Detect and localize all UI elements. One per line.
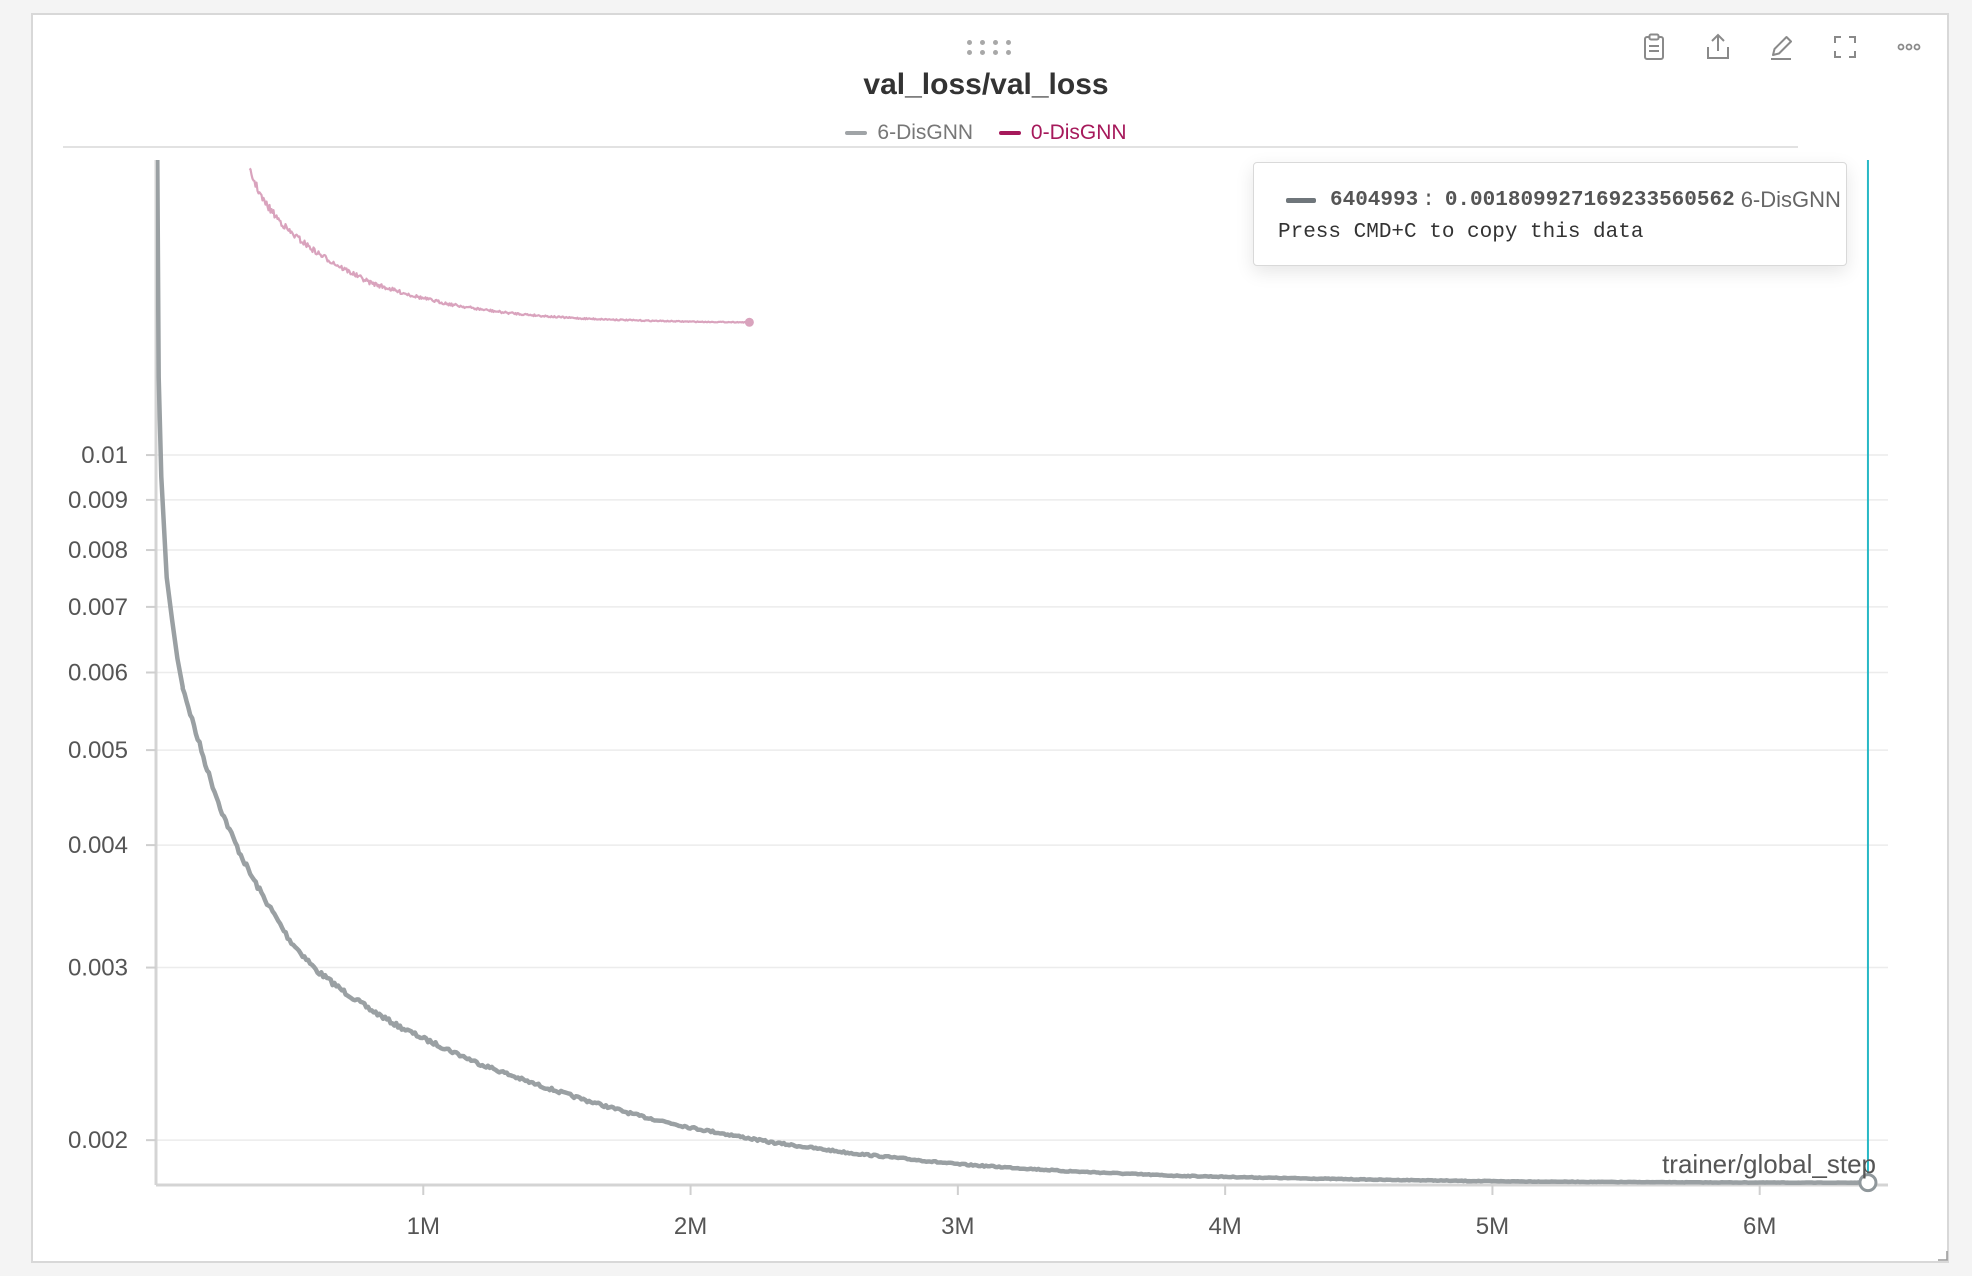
y-tick-label: 0.008: [68, 537, 128, 564]
clipboard-icon: [1644, 33, 1664, 60]
legend-item-0-disgnn[interactable]: 0-DisGNN: [998, 121, 1127, 145]
more-icon: [1897, 43, 1921, 51]
tooltip-separator: :: [1422, 188, 1435, 212]
y-tick-label: 0.004: [68, 832, 128, 859]
x-tick-label: 1M: [407, 1213, 440, 1240]
tooltip-series: 6-DisGNN: [1740, 187, 1841, 212]
x-tick-label: 3M: [941, 1213, 974, 1240]
fullscreen-button[interactable]: [1828, 30, 1862, 64]
fullscreen-icon: [1834, 36, 1856, 58]
legend: 6-DisGNN 0-DisGNN: [0, 117, 1972, 145]
y-tick-label: 0.009: [68, 487, 128, 514]
legend-label: 0-DisGNN: [1030, 121, 1127, 144]
x-tick-label: 6M: [1743, 1213, 1776, 1240]
series-line-6-disgnn[interactable]: [156, 0, 1869, 1186]
drag-handle-icon[interactable]: [967, 38, 1015, 58]
y-ticks: 0.002 0.003 0.004 0.005 0.006 0.007 0.008 0.009…: [68, 442, 156, 1154]
y-tick-label: 0.007: [68, 594, 128, 621]
x-tick-label: 2M: [674, 1213, 707, 1240]
legend-swatch: [998, 131, 1021, 135]
tooltip-swatch: [1286, 197, 1316, 203]
y-tick-label: 0.003: [68, 955, 128, 982]
hover-tooltip: 6404993 : 0.001809927169233560562 6-DisG…: [1253, 162, 1847, 266]
edit-button[interactable]: [1764, 30, 1798, 64]
share-button[interactable]: [1701, 30, 1735, 64]
series-line-0-disgnn[interactable]: [248, 167, 750, 324]
y-tick-label: 0.01: [81, 442, 128, 469]
x-ticks: 1M 2M 3M 4M 5M 6M: [407, 1185, 1776, 1240]
tooltip-value: 0.001809927169233560562: [1444, 188, 1735, 212]
more-options-button[interactable]: [1892, 30, 1926, 64]
hover-point: [1858, 1173, 1878, 1193]
legend-item-6-disgnn[interactable]: 6-DisGNN: [845, 121, 973, 145]
grid: [156, 454, 1888, 1141]
x-axis-label: trainer/global_step: [1662, 1149, 1876, 1179]
x-tick-label: 5M: [1476, 1213, 1509, 1240]
chart-title: val_loss/val_loss: [863, 68, 1109, 101]
legend-swatch: [845, 131, 868, 135]
tooltip-row: 6404993 : 0.001809927169233560562 6-DisG…: [1286, 187, 1841, 213]
share-icon: [1707, 33, 1729, 59]
tooltip-step: 6404993: [1330, 188, 1419, 212]
legend-label: 6-DisGNN: [877, 121, 974, 144]
legend-divider: [63, 146, 1798, 148]
resize-handle-icon[interactable]: [1936, 1249, 1948, 1261]
copy-button[interactable]: [1637, 30, 1671, 64]
tooltip-hint: Press CMD+C to copy this data: [1278, 221, 1644, 244]
y-tick-label: 0.006: [68, 660, 128, 687]
y-tick-label: 0.002: [68, 1127, 128, 1154]
y-tick-label: 0.005: [68, 737, 128, 764]
x-tick-label: 4M: [1208, 1213, 1241, 1240]
edit-icon: [1771, 36, 1792, 60]
series-end-point: [744, 317, 754, 327]
